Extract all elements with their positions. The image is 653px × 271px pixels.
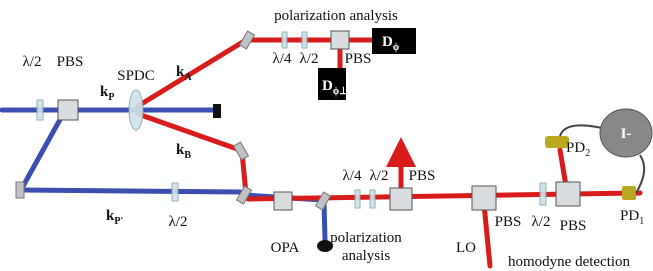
detector-label: PD2	[566, 140, 590, 159]
pbs-label: PBS	[57, 54, 84, 70]
analysis-title: polarization	[330, 230, 402, 246]
detector-main: PD	[566, 140, 585, 156]
hwp-label: λ/2	[370, 168, 389, 184]
pbs-label: PBS	[345, 51, 372, 67]
wavevector-sub: A	[184, 72, 192, 83]
detector-label: PD1	[620, 208, 644, 227]
wavevector-sub: B	[184, 150, 191, 161]
detector-main: PD	[620, 208, 639, 224]
qwp-label: λ/4	[343, 168, 362, 184]
wavevector-label: kP'	[106, 208, 123, 227]
analysis-title: polarization analysis	[274, 8, 398, 24]
hwp-label: λ/2	[300, 51, 319, 67]
setup-diagram: polarization analysis λ/4 λ/2 PBS Dϕ Dϕ⊥…	[0, 0, 653, 271]
pbs-label: PBS	[495, 214, 522, 230]
qwp-label: λ/4	[273, 51, 292, 67]
detector-sub: 2	[585, 148, 590, 159]
difference-label: I-	[621, 126, 632, 142]
pbs-label: PBS	[409, 168, 436, 184]
wavevector-label: kP	[100, 84, 114, 103]
hwp-label: λ/2	[169, 214, 188, 230]
wavevector-sub: P	[108, 92, 114, 103]
pbs-label: PBS	[560, 218, 587, 234]
analysis-title: analysis	[342, 248, 390, 264]
detector-main: D	[322, 78, 333, 94]
detector-main: D	[382, 34, 393, 50]
homodyne-title: homodyne detection	[508, 254, 631, 270]
wavevector-label: kB	[176, 142, 191, 161]
lo-label: LO	[456, 240, 476, 256]
opa-label: OPA	[271, 240, 300, 256]
detector-sub: ϕ⊥	[333, 86, 348, 97]
hwp-label: λ/2	[23, 54, 42, 70]
detector-sub: ϕ	[393, 42, 399, 53]
detector-sub: 1	[639, 216, 644, 227]
hwp-label: λ/2	[532, 214, 551, 230]
wavevector-sub: P'	[114, 216, 123, 227]
crystal-label: SPDC	[117, 68, 155, 84]
